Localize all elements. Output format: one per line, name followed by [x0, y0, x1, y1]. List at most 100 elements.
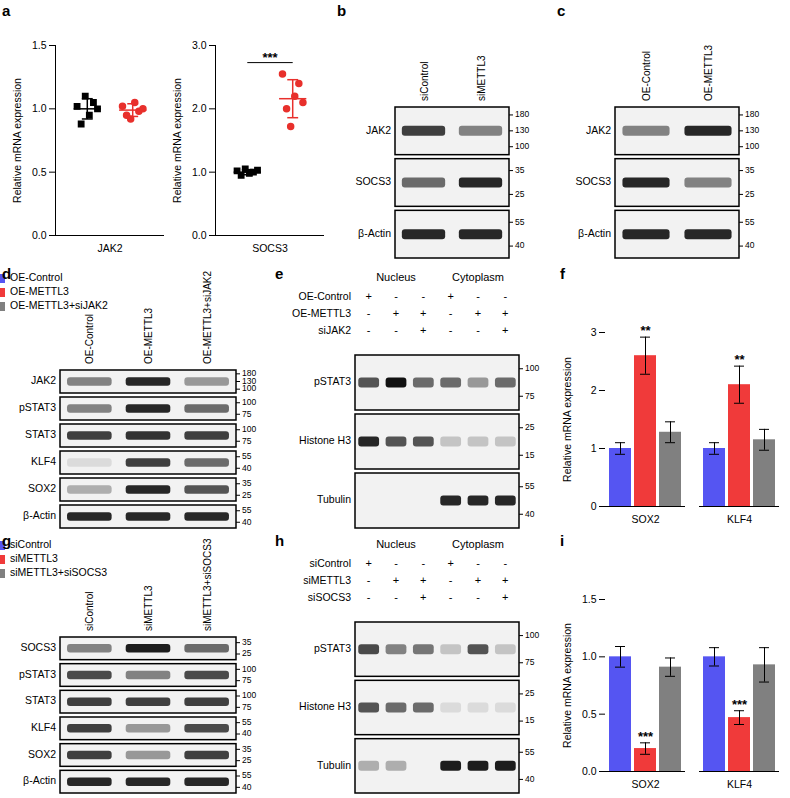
svg-text:75: 75 — [242, 436, 252, 446]
svg-text:-: - — [421, 290, 425, 302]
svg-text:35: 35 — [242, 478, 252, 488]
svg-text:siSOCS3: siSOCS3 — [308, 591, 351, 603]
svg-text:100: 100 — [242, 424, 256, 434]
svg-text:-: - — [367, 574, 371, 586]
svg-text:pSTAT3: pSTAT3 — [19, 668, 56, 680]
svg-text:pSTAT3: pSTAT3 — [314, 642, 351, 654]
svg-text:β-Actin: β-Actin — [578, 227, 611, 239]
svg-text:-: - — [503, 290, 507, 302]
svg-text:Relative mRNA expression: Relative mRNA expression — [171, 78, 183, 203]
svg-text:**: ** — [640, 323, 651, 338]
svg-text:55: 55 — [242, 505, 252, 515]
svg-text:25: 25 — [242, 648, 252, 658]
svg-text:siMETTL3+siSOCS3: siMETTL3+siSOCS3 — [202, 538, 213, 631]
svg-text:β-Actin: β-Actin — [23, 774, 56, 786]
svg-text:-: - — [394, 591, 398, 603]
svg-text:55: 55 — [525, 747, 535, 757]
svg-text:+: + — [475, 307, 481, 319]
svg-text:2.0: 2.0 — [192, 102, 207, 114]
svg-text:siMETTL3: siMETTL3 — [143, 585, 154, 631]
svg-text:SOX2: SOX2 — [28, 482, 56, 494]
svg-text:3: 3 — [591, 326, 597, 338]
svg-text:75: 75 — [525, 657, 535, 667]
svg-text:1.0: 1.0 — [192, 166, 207, 178]
svg-text:**: ** — [734, 352, 745, 367]
svg-text:40: 40 — [515, 240, 525, 250]
svg-text:100: 100 — [525, 363, 539, 373]
svg-text:3.0: 3.0 — [192, 39, 207, 51]
svg-text:0.5: 0.5 — [582, 708, 597, 720]
svg-text:35: 35 — [515, 165, 525, 175]
svg-text:siControl: siControl — [84, 592, 95, 631]
svg-text:-: - — [394, 324, 398, 336]
svg-text:JAK2: JAK2 — [97, 242, 122, 254]
svg-text:75: 75 — [525, 391, 535, 401]
svg-text:+: + — [420, 324, 426, 336]
svg-text:100: 100 — [242, 664, 256, 674]
svg-text:15: 15 — [525, 715, 535, 725]
svg-text:55: 55 — [515, 217, 525, 227]
svg-text:40: 40 — [525, 509, 535, 519]
svg-text:25: 25 — [525, 688, 535, 698]
svg-text:-: - — [367, 324, 371, 336]
svg-text:130: 130 — [515, 125, 529, 135]
svg-text:JAK2: JAK2 — [586, 124, 611, 136]
svg-text:100: 100 — [745, 141, 759, 151]
svg-text:0.0: 0.0 — [32, 229, 47, 241]
svg-text:+: + — [502, 591, 508, 603]
svg-text:55: 55 — [242, 451, 252, 461]
svg-text:Relative mRNA expression: Relative mRNA expression — [561, 623, 573, 748]
svg-text:-: - — [367, 307, 371, 319]
svg-text:siMETTL3: siMETTL3 — [476, 55, 487, 101]
svg-text:+: + — [393, 574, 399, 586]
svg-text:+: + — [502, 574, 508, 586]
svg-text:+: + — [420, 591, 426, 603]
svg-text:75: 75 — [242, 675, 252, 685]
svg-text:SOCS3: SOCS3 — [20, 641, 56, 653]
svg-text:25: 25 — [515, 189, 525, 199]
svg-text:180: 180 — [745, 109, 759, 119]
svg-text:40: 40 — [242, 728, 252, 738]
svg-text:SOCS3: SOCS3 — [575, 175, 611, 187]
svg-text:pSTAT3: pSTAT3 — [19, 401, 56, 413]
svg-text:Tubulin: Tubulin — [317, 759, 351, 771]
svg-text:-: - — [476, 557, 480, 569]
svg-text:OE-Control: OE-Control — [641, 51, 652, 101]
svg-text:-: - — [449, 574, 453, 586]
svg-text:Histone H3: Histone H3 — [299, 700, 351, 712]
svg-text:SOX2: SOX2 — [631, 513, 659, 525]
svg-text:OE-Control: OE-Control — [84, 314, 95, 364]
svg-text:SOCS3: SOCS3 — [355, 175, 391, 187]
svg-text:***: *** — [638, 729, 654, 744]
svg-text:40: 40 — [242, 517, 252, 527]
svg-text:25: 25 — [242, 755, 252, 765]
svg-text:-: - — [476, 290, 480, 302]
svg-text:0: 0 — [591, 500, 597, 512]
svg-text:130: 130 — [745, 125, 759, 135]
svg-text:100: 100 — [525, 630, 539, 640]
svg-text:KLF4: KLF4 — [727, 513, 752, 525]
svg-text:35: 35 — [745, 165, 755, 175]
svg-text:siControl: siControl — [419, 62, 430, 101]
svg-text:35: 35 — [242, 744, 252, 754]
svg-text:+: + — [365, 290, 371, 302]
svg-text:JAK2: JAK2 — [366, 124, 391, 136]
svg-text:-: - — [476, 324, 480, 336]
svg-text:SOX2: SOX2 — [631, 778, 659, 790]
svg-text:25: 25 — [745, 189, 755, 199]
svg-text:35: 35 — [242, 637, 252, 647]
svg-text:100: 100 — [242, 383, 256, 393]
svg-text:+: + — [420, 307, 426, 319]
svg-text:KLF4: KLF4 — [727, 778, 752, 790]
svg-text:+: + — [502, 307, 508, 319]
svg-text:-: - — [449, 591, 453, 603]
svg-text:-: - — [449, 324, 453, 336]
svg-text:Relative mRNA expression: Relative mRNA expression — [11, 78, 23, 203]
svg-text:Cytoplasm: Cytoplasm — [452, 271, 504, 283]
svg-text:180: 180 — [515, 109, 529, 119]
svg-text:STAT3: STAT3 — [25, 428, 56, 440]
svg-text:-: - — [367, 591, 371, 603]
svg-text:SOCS3: SOCS3 — [252, 242, 288, 254]
svg-text:JAK2: JAK2 — [31, 374, 56, 386]
svg-text:β-Actin: β-Actin — [23, 509, 56, 521]
